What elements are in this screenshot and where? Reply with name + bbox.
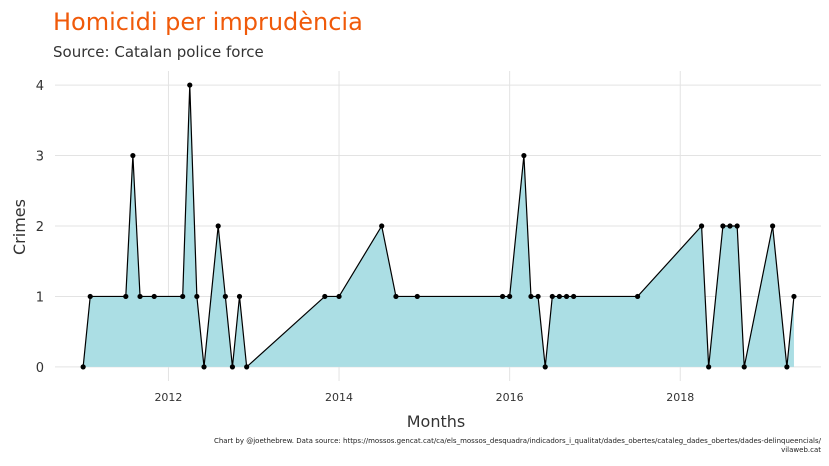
x-axis-ticks: 2012 2014 2016 2018 [154,391,694,404]
data-point [727,223,733,229]
x-tick-label: 2014 [325,391,353,404]
data-point [791,293,797,300]
y-tick-label: 4 [36,79,44,94]
data-point [80,364,86,370]
area-fill [83,85,794,367]
y-tick-label: 0 [36,361,44,376]
data-point [507,293,513,300]
data-point [130,152,136,159]
data-point [222,293,228,300]
x-axis-label: Months [407,412,465,431]
data-point [151,293,157,300]
data-point [706,364,712,370]
data-point [393,293,399,300]
y-tick-label: 3 [36,150,44,165]
point-layer [80,82,797,370]
data-point [720,223,726,229]
data-point [414,293,420,300]
data-point [741,364,747,370]
data-point [379,223,385,229]
x-tick-label: 2012 [154,391,182,404]
data-point [734,223,740,229]
data-point [535,293,541,300]
data-point [229,364,236,370]
data-point [784,364,790,370]
data-point [770,223,776,229]
caption-source: Chart by @joethebrew. Data source: https… [214,437,822,445]
x-tick-label: 2016 [496,391,524,404]
chart-title: Homicidi per imprudència [53,8,363,36]
area-layer [83,85,794,367]
data-point [571,293,577,300]
data-point [187,82,193,88]
data-point [201,364,207,370]
caption-site: vilaweb.cat [781,446,821,454]
data-point [123,293,129,300]
data-point [528,293,534,300]
data-point [698,223,705,229]
data-point [236,293,243,300]
series-line [82,85,795,369]
data-point [87,293,93,300]
y-tick-label: 1 [36,290,44,305]
data-point [549,293,555,300]
data-point [499,293,506,300]
y-axis-label: Crimes [10,199,29,255]
x-tick-label: 2018 [666,391,694,404]
line-layer [82,85,795,369]
chart-subtitle: Source: Catalan police force [53,43,264,61]
data-point [194,293,200,300]
data-point [542,364,548,370]
data-point [137,293,143,300]
data-point [556,293,562,300]
data-point [215,223,221,229]
data-point [521,152,527,159]
data-point [244,364,250,370]
data-point [180,293,186,300]
data-point [322,293,328,300]
data-point [635,293,641,300]
y-tick-label: 2 [36,220,44,235]
y-axis-ticks: 0 1 2 3 4 [36,79,44,376]
data-point [563,293,570,300]
data-point [336,293,342,300]
